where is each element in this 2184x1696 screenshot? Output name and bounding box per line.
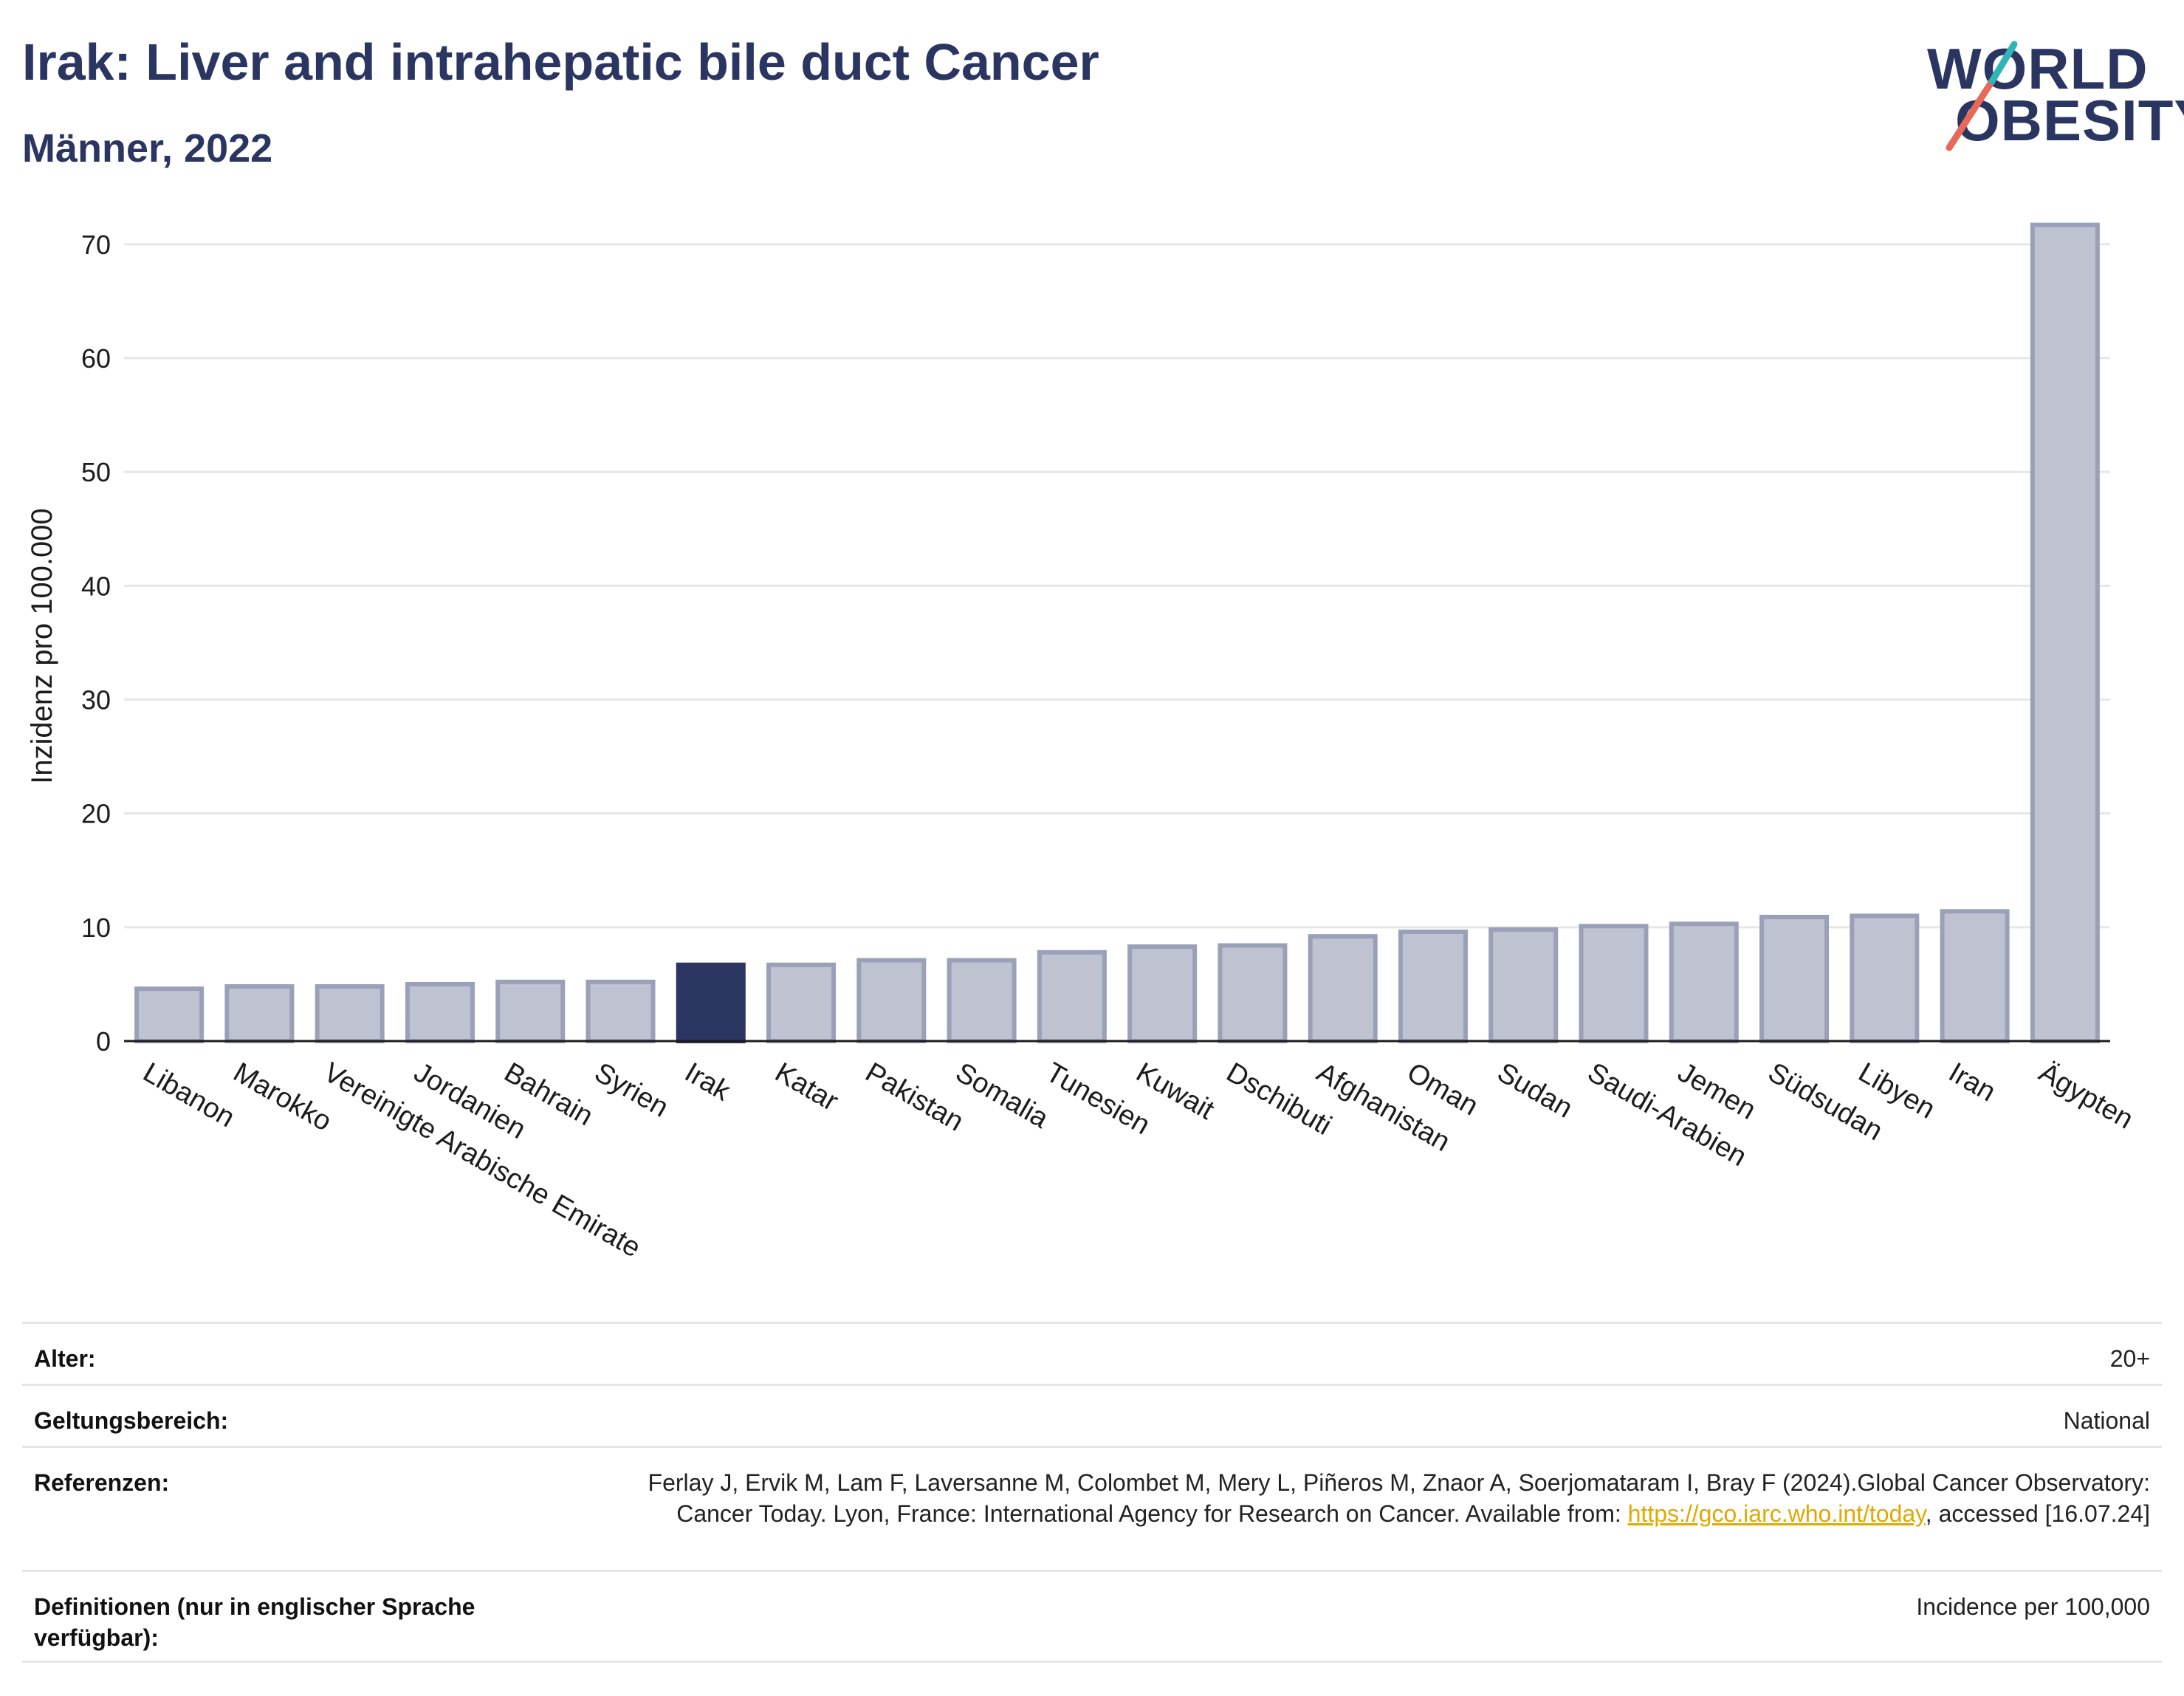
- bar-highlight: [676, 962, 746, 1044]
- chart-title: Irak: Liver and intrahepatic bile duct C…: [22, 33, 1099, 91]
- x-tick-label: Ägypten: [2033, 1057, 2138, 1135]
- bar: [315, 984, 385, 1043]
- y-tick-label: 10: [81, 913, 111, 943]
- reference-link[interactable]: https://gco.iarc.who.int/today: [1627, 1500, 1926, 1527]
- chart-subtitle: Männer, 2022: [22, 126, 273, 171]
- x-tick-label: Iran: [1943, 1057, 2001, 1108]
- bar: [766, 962, 837, 1044]
- y-tick-label: 0: [96, 1026, 111, 1057]
- meta-value-scope: National: [2063, 1407, 2150, 1434]
- bar: [1398, 930, 1468, 1043]
- meta-row-scope: Geltungsbereich: National: [22, 1384, 2162, 1446]
- x-tick-label: Sudan: [1492, 1057, 1578, 1124]
- y-tick-label: 50: [81, 457, 111, 487]
- meta-label-definitions: Definitionen (nur in englischer Sprache …: [34, 1593, 475, 1651]
- meta-label-references: Referenzen:: [34, 1469, 170, 1496]
- x-tick-label: Libanon: [138, 1057, 240, 1133]
- y-tick-label: 60: [81, 343, 111, 374]
- x-tick-label: Marokko: [228, 1057, 337, 1137]
- y-tick-label: 70: [81, 230, 111, 260]
- bar: [856, 958, 927, 1043]
- x-tick-label: Irak: [679, 1057, 736, 1108]
- x-tick-label: Tunesien: [1040, 1057, 1155, 1141]
- y-axis-title: Inzidenz pro 100.000: [26, 508, 58, 784]
- bar: [1850, 913, 1920, 1044]
- meta-row-definitions: Definitionen (nur in englischer Sprache …: [22, 1570, 2162, 1663]
- bar: [405, 981, 475, 1043]
- bar-chart: 0 10 20 30 40 50 60 70 Inzidenz pro 100.000 Liban…: [26, 222, 2138, 1264]
- x-tick-label: Pakistan: [860, 1057, 969, 1137]
- bar: [1127, 944, 1198, 1043]
- bar: [947, 958, 1017, 1043]
- bar: [495, 979, 566, 1044]
- meta-value-definitions: Incidence per 100,000: [1916, 1593, 2150, 1620]
- bar: [586, 979, 656, 1044]
- bar: [1218, 943, 1288, 1043]
- bar: [1488, 927, 1559, 1044]
- logo-text-line2: OBESITY: [1955, 88, 2184, 153]
- bar: [1037, 950, 1107, 1043]
- bar: [1669, 921, 1739, 1043]
- logo-slash-icon: [1946, 41, 2018, 151]
- meta-label-scope: Geltungsbereich:: [34, 1407, 229, 1434]
- world-obesity-logo: WORLD OBESITY: [1927, 22, 2184, 155]
- reference-text: Ferlay J, Ervik M, Lam F, Laversanne M, …: [648, 1469, 2150, 1527]
- x-tick-label: Syrien: [589, 1057, 673, 1123]
- reference-accessed: , accessed [16.07.24]: [1925, 1500, 2150, 1527]
- meta-row-references: Referenzen: Ferlay J, Ervik M, Lam F, La…: [22, 1446, 2162, 1570]
- bar: [1940, 909, 2010, 1043]
- x-tick-label: Katar: [770, 1057, 844, 1117]
- meta-label-age: Alter:: [34, 1345, 96, 1372]
- bar: [134, 986, 205, 1044]
- y-tick-label: 20: [81, 799, 111, 829]
- logo-text-line1: WORLD: [1927, 36, 2149, 101]
- meta-row-age: Alter: 20+: [22, 1322, 2162, 1384]
- bar: [1579, 924, 1649, 1044]
- meta-value-age: 20+: [2109, 1345, 2150, 1372]
- metadata-table: Alter: 20+ Geltungsbereich: National Ref…: [22, 1322, 2162, 1663]
- x-tick-label: Somalia: [950, 1057, 1054, 1134]
- y-tick-label: 40: [81, 571, 111, 601]
- bar: [1759, 914, 1830, 1043]
- bar: [2030, 222, 2100, 1043]
- bar: [1308, 934, 1378, 1043]
- bar: [224, 984, 295, 1043]
- meta-value-references: Ferlay J, Ervik M, Lam F, Laversanne M, …: [585, 1467, 2150, 1529]
- y-tick-label: 30: [81, 685, 111, 715]
